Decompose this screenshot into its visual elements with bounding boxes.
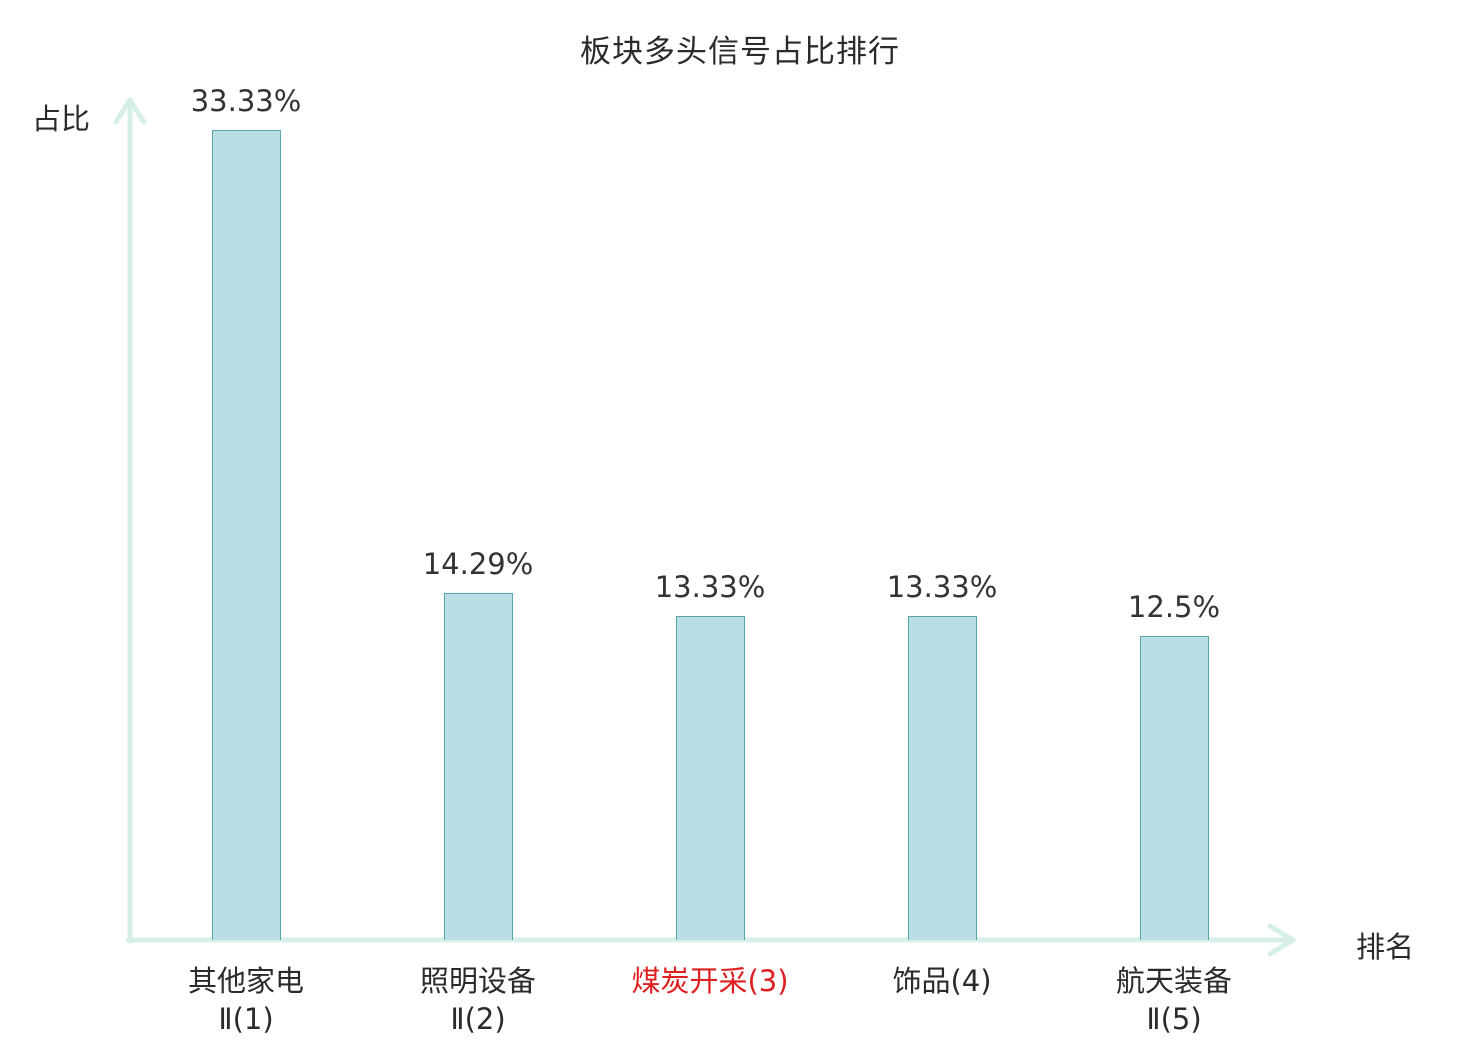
bar-1 bbox=[443, 592, 513, 940]
bar-2 bbox=[675, 616, 745, 940]
value-label-1: 14.29% bbox=[422, 546, 534, 581]
category-label-0: 其他家电 Ⅱ(1) bbox=[187, 964, 304, 1036]
x-axis-arrow-icon bbox=[1267, 923, 1296, 957]
value-label-3: 13.33% bbox=[886, 570, 998, 605]
bar-3 bbox=[907, 616, 977, 940]
category-label-2: 煤炭开采(3) bbox=[631, 964, 789, 998]
chart-title: 板块多头信号占比排行 bbox=[580, 34, 900, 70]
bar-4 bbox=[1139, 636, 1209, 940]
value-label-4: 12.5% bbox=[1127, 590, 1221, 625]
y-axis-arrow-icon bbox=[113, 97, 147, 125]
bar-0 bbox=[211, 130, 281, 940]
y-axis-label: 占比 bbox=[32, 102, 91, 136]
value-label-0: 33.33% bbox=[190, 84, 302, 118]
value-label-2: 13.33% bbox=[654, 570, 766, 605]
category-label-3: 饰品(4) bbox=[892, 964, 992, 998]
x-axis-label: 排名 bbox=[1356, 930, 1415, 964]
category-label-1: 照明设备 Ⅱ(2) bbox=[419, 964, 536, 1036]
category-label-4: 航天装备 Ⅱ(5) bbox=[1115, 964, 1232, 1036]
